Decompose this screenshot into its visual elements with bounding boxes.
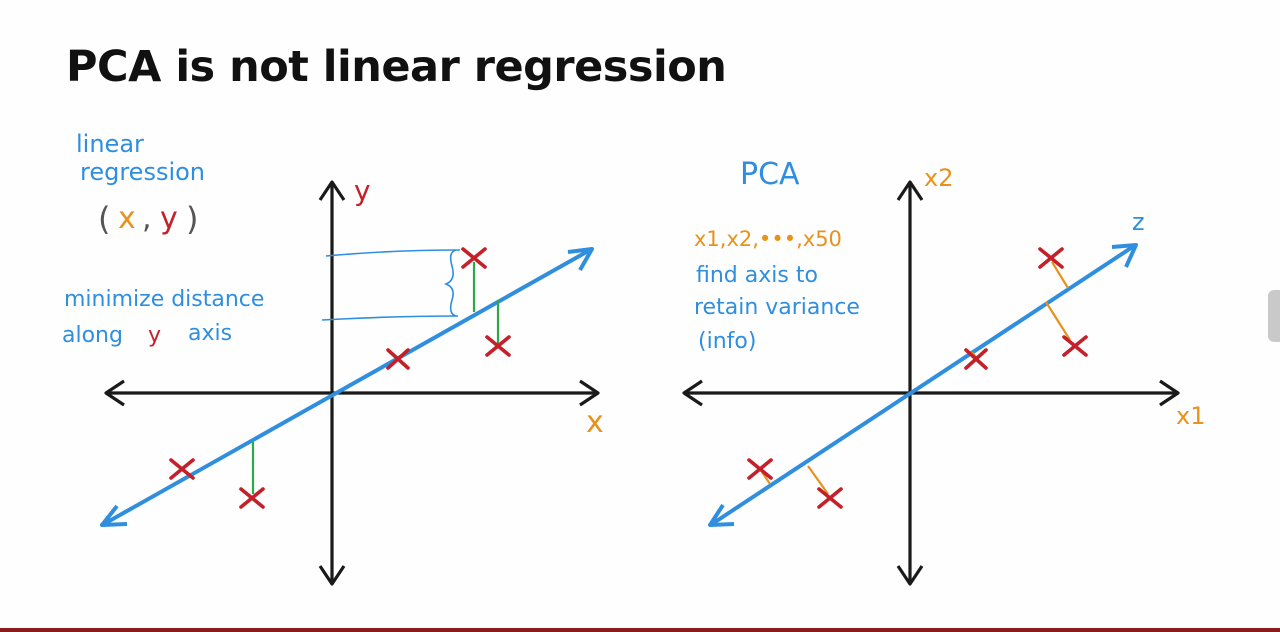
left-diagram: linear regression ( x , y ) minimize dis…	[62, 130, 604, 586]
pair-open-paren: (	[98, 200, 110, 238]
note-along: along	[62, 323, 123, 348]
data-point	[461, 247, 487, 269]
data-point	[485, 335, 511, 357]
pair-x: x	[118, 201, 136, 236]
data-point	[169, 458, 195, 480]
data-point	[1038, 247, 1064, 269]
right-diagram: PCA x1,x2,•••,x50 find axis to retain va…	[682, 157, 1205, 586]
pair-y: y	[160, 201, 178, 236]
right-x2-axis	[896, 180, 924, 586]
pair-comma: ,	[142, 201, 152, 236]
pca-heading: PCA	[740, 157, 800, 192]
retain-variance-note: retain variance	[694, 295, 860, 320]
find-axis-note: find axis to	[696, 263, 818, 288]
right-x1-axis	[682, 379, 1180, 407]
z-axis-label: z	[1132, 208, 1145, 236]
data-point	[1062, 335, 1088, 357]
right-x1-axis-label: x1	[1176, 402, 1205, 430]
bottom-accent-bar	[0, 628, 1280, 632]
note-y: y	[148, 323, 161, 348]
left-y-axis-label: y	[354, 174, 371, 207]
vertical-residuals	[251, 262, 500, 494]
data-point	[239, 487, 265, 509]
info-note: (info)	[698, 329, 756, 354]
slide-title: PCA is not linear regression	[66, 42, 727, 92]
left-data-points	[169, 247, 511, 509]
data-point	[386, 348, 410, 370]
side-scroll-tab[interactable]	[1268, 290, 1280, 342]
right-x2-axis-label: x2	[924, 164, 953, 192]
pair-close-paren: )	[186, 200, 198, 238]
linear-regression-heading-2: regression	[80, 158, 205, 186]
right-data-points	[747, 247, 1088, 509]
distance-bracket	[321, 249, 461, 321]
data-point	[817, 487, 843, 509]
xy-pair: ( x , y )	[98, 200, 198, 238]
left-x-axis	[104, 379, 600, 407]
left-x-axis-label: x	[586, 405, 604, 440]
regression-line	[100, 247, 594, 527]
data-point	[747, 458, 773, 480]
linear-regression-heading: linear	[76, 130, 144, 158]
principal-axis-z	[708, 243, 1138, 527]
along-y-axis-note: along y axis	[62, 321, 232, 348]
minimize-distance-note: minimize distance	[64, 287, 264, 312]
features-list: x1,x2,•••,x50	[694, 227, 842, 251]
data-point	[964, 348, 988, 370]
note-axis: axis	[188, 321, 232, 346]
left-y-axis	[318, 180, 346, 586]
